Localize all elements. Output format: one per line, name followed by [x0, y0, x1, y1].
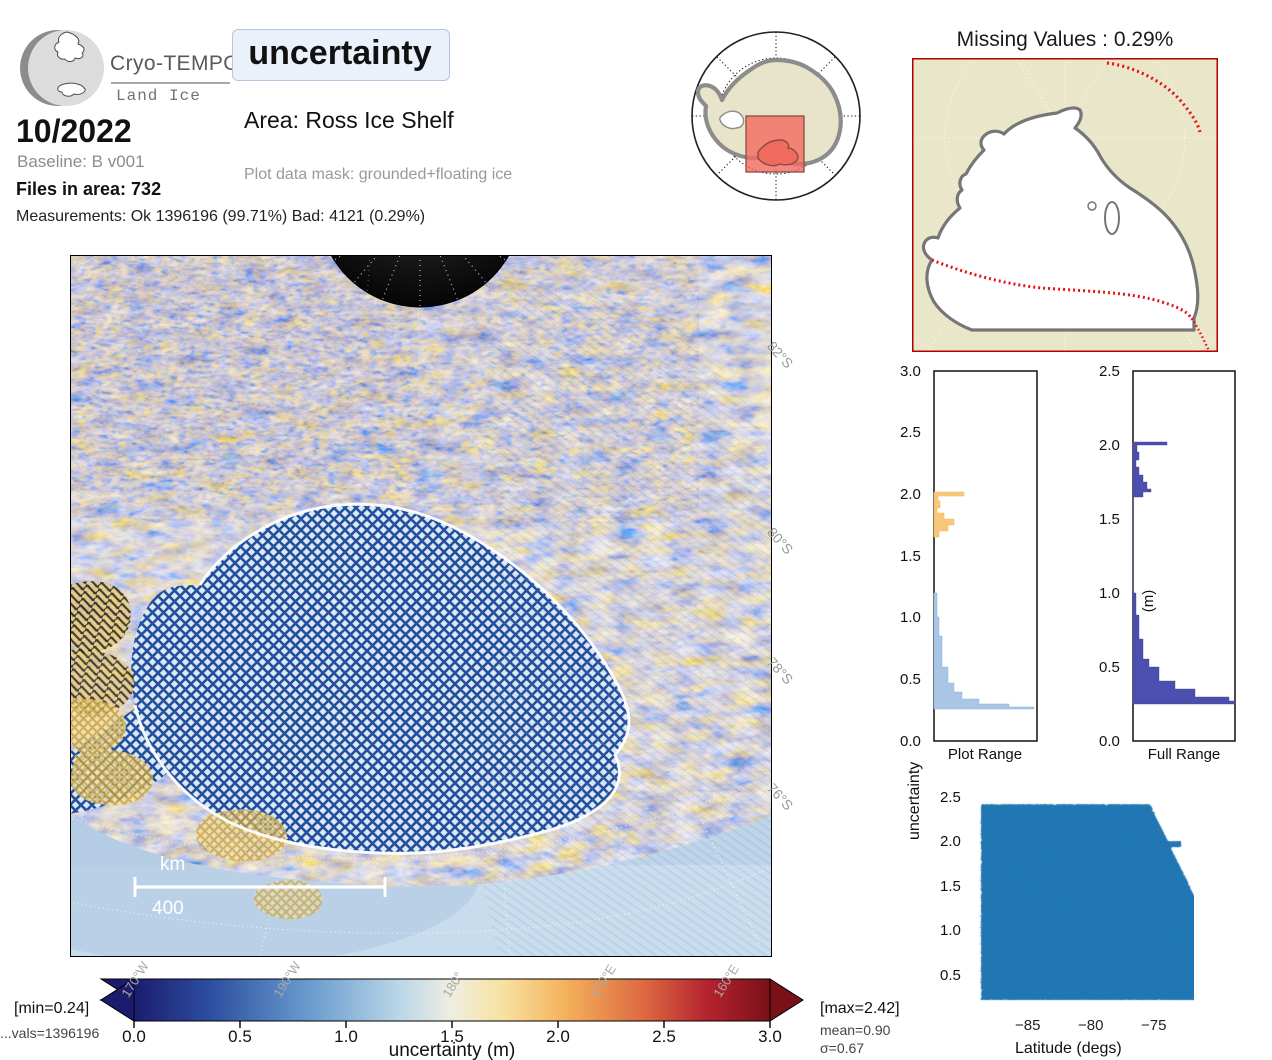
- svg-text:2.0: 2.0: [546, 1027, 570, 1046]
- svg-text:3.0: 3.0: [758, 1027, 782, 1046]
- svg-text:km: km: [160, 854, 185, 875]
- svg-text:0.0: 0.0: [122, 1027, 146, 1046]
- svg-text:Full Range: Full Range: [1148, 746, 1221, 763]
- svg-text:Land Ice: Land Ice: [116, 87, 201, 105]
- svg-text:0.5: 0.5: [228, 1027, 252, 1046]
- svg-text:uncertainty (m): uncertainty (m): [389, 1040, 516, 1060]
- svg-text:400: 400: [152, 898, 184, 919]
- svg-text:2.5: 2.5: [652, 1027, 676, 1046]
- svg-text:(m): (m): [1140, 590, 1157, 613]
- svg-text:Cryo-TEMPO: Cryo-TEMPO: [110, 52, 240, 75]
- svg-text:1.0: 1.0: [334, 1027, 358, 1046]
- svg-text:Plot Range: Plot Range: [948, 746, 1022, 763]
